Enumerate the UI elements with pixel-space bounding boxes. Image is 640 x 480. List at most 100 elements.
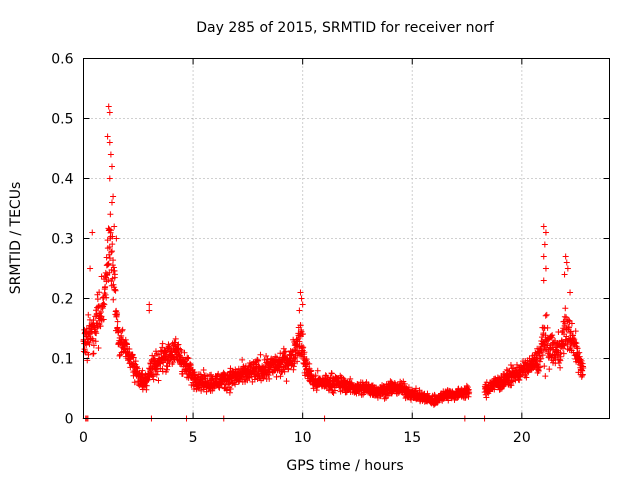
data-point: [483, 394, 490, 401]
data-point: [266, 375, 273, 382]
x-tick-label: 0: [79, 430, 88, 446]
data-point: [323, 373, 330, 380]
data-point: [281, 368, 288, 375]
data-point: [301, 349, 308, 356]
data-point: [102, 283, 109, 290]
data-point: [198, 387, 205, 394]
data-point: [178, 347, 185, 354]
data-point: [153, 371, 160, 378]
data-point: [200, 367, 207, 374]
data-point: [100, 300, 107, 307]
data-point: [239, 356, 246, 363]
data-point: [155, 377, 162, 384]
data-point: [557, 364, 564, 371]
data-point: [570, 334, 577, 341]
data-point: [507, 362, 514, 369]
data-point: [290, 363, 297, 370]
data-point: [106, 175, 113, 182]
data-point: [330, 390, 337, 397]
y-tick-label: 0.3: [51, 232, 73, 248]
data-point: [540, 277, 547, 284]
data-point: [298, 295, 305, 302]
x-tick-label: 20: [513, 430, 531, 446]
data-point: [546, 366, 553, 373]
data-point: [574, 345, 581, 352]
data-point: [542, 312, 549, 319]
data-point: [114, 310, 121, 317]
data-point: [226, 389, 233, 396]
data-point: [109, 241, 116, 248]
data-point: [90, 350, 97, 357]
data-point: [187, 360, 194, 367]
data-point: [232, 381, 239, 388]
data-point: [105, 261, 112, 268]
data-point: [104, 133, 111, 140]
data-point: [110, 264, 117, 271]
data-point: [562, 253, 569, 260]
data-point: [81, 346, 88, 353]
data-point: [92, 307, 99, 314]
data-point: [166, 344, 173, 351]
data-point: [100, 316, 107, 323]
data-point: [159, 340, 166, 347]
data-point: [129, 351, 136, 358]
data-point: [107, 151, 114, 158]
data-point: [523, 374, 530, 381]
data-point: [516, 377, 523, 384]
data-point: [119, 327, 126, 334]
data-point: [537, 364, 544, 371]
data-point: [107, 227, 114, 234]
data-point: [177, 346, 184, 353]
data-point: [413, 385, 420, 392]
data-point: [86, 341, 93, 348]
data-point: [328, 370, 335, 377]
data-point: [114, 318, 121, 325]
data-point: [134, 365, 141, 372]
data-point: [312, 372, 319, 379]
data-point: [332, 387, 339, 394]
data-point: [108, 249, 115, 256]
x-tick-label: 15: [403, 430, 421, 446]
y-tick-label: 0.5: [51, 112, 73, 128]
data-point: [103, 294, 110, 301]
data-point: [462, 394, 469, 401]
data-point: [300, 344, 307, 351]
y-tick-label: 0.4: [51, 172, 73, 188]
data-point: [90, 350, 97, 357]
y-tick-labels: 0 0.1 0.2 0.3 0.4 0.5 0.6: [51, 52, 73, 428]
data-point: [119, 326, 126, 333]
data-point: [251, 376, 258, 383]
data-point: [105, 103, 112, 110]
data-point: [314, 367, 321, 374]
data-point: [561, 271, 568, 278]
y-tick-label: 0.1: [51, 352, 73, 368]
data-point: [227, 386, 234, 393]
data-point: [105, 277, 112, 284]
data-point: [85, 311, 92, 318]
data-point: [110, 257, 117, 264]
data-point: [108, 199, 115, 206]
data-point: [540, 253, 547, 260]
data-point: [579, 371, 586, 378]
data-point: [126, 346, 133, 353]
data-point: [254, 357, 261, 364]
data-point: [172, 335, 179, 342]
data-point: [303, 356, 310, 363]
data-point: [563, 259, 570, 266]
data-point: [108, 163, 115, 170]
y-tick-label: 0: [65, 412, 74, 428]
data-point: [566, 324, 573, 331]
chart-title: Day 285 of 2015, SRMTID for receiver nor…: [196, 20, 495, 36]
data-point: [580, 364, 587, 371]
data-point: [95, 345, 102, 352]
data-point: [560, 350, 567, 357]
data-point: [416, 387, 423, 394]
data-point: [541, 241, 548, 248]
y-axis-label: SRMTID / TECUs: [8, 182, 24, 295]
data-point: [299, 331, 306, 338]
data-point: [106, 109, 113, 116]
data-point: [296, 307, 303, 314]
y-tick-label: 0.6: [51, 52, 73, 68]
data-point: [110, 281, 117, 288]
